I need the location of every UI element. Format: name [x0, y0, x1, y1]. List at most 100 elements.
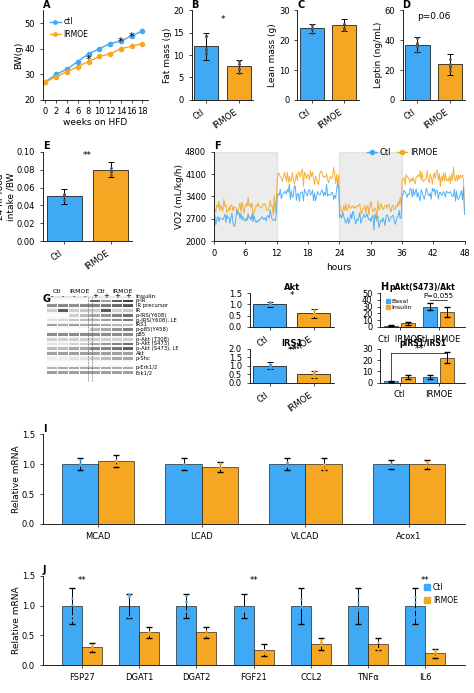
Point	[240, 602, 247, 613]
Text: +: +	[92, 293, 99, 299]
FancyBboxPatch shape	[112, 347, 122, 350]
Point	[317, 638, 325, 649]
FancyBboxPatch shape	[47, 324, 57, 326]
FancyBboxPatch shape	[123, 367, 133, 369]
Text: +: +	[103, 293, 109, 299]
FancyBboxPatch shape	[91, 314, 100, 317]
Point	[235, 63, 242, 74]
Bar	[214, 152, 276, 241]
Point	[182, 595, 190, 606]
FancyBboxPatch shape	[123, 299, 133, 302]
Point	[266, 298, 273, 309]
Point	[387, 462, 395, 473]
Point	[125, 590, 133, 601]
FancyBboxPatch shape	[80, 304, 90, 307]
Point	[310, 308, 318, 319]
Point	[354, 597, 362, 608]
FancyBboxPatch shape	[112, 352, 122, 355]
Text: -: -	[62, 293, 64, 299]
FancyBboxPatch shape	[80, 367, 90, 369]
FancyBboxPatch shape	[91, 352, 100, 355]
Bar	[401, 324, 415, 327]
FancyBboxPatch shape	[123, 357, 133, 360]
FancyBboxPatch shape	[69, 304, 79, 307]
FancyBboxPatch shape	[69, 357, 79, 360]
Bar	[384, 326, 398, 327]
FancyBboxPatch shape	[80, 342, 90, 345]
Point	[283, 457, 291, 468]
Point	[374, 643, 382, 654]
Point	[414, 40, 421, 51]
FancyBboxPatch shape	[47, 357, 57, 360]
FancyBboxPatch shape	[58, 357, 68, 360]
Point	[310, 310, 318, 321]
Point	[240, 606, 247, 617]
Y-axis label: Relative mRNA: Relative mRNA	[11, 587, 20, 654]
Text: P=0.055: P=0.055	[424, 293, 454, 299]
IRMOE	[53, 73, 59, 81]
Point	[310, 371, 318, 383]
Line: IRMOE: IRMOE	[43, 42, 145, 84]
Bar	[423, 377, 437, 383]
FancyBboxPatch shape	[69, 324, 79, 326]
ctl	[86, 50, 91, 58]
FancyBboxPatch shape	[123, 371, 133, 374]
Point	[340, 22, 348, 33]
FancyBboxPatch shape	[47, 352, 57, 355]
Point	[266, 359, 273, 370]
Point	[260, 644, 267, 656]
Point	[297, 594, 305, 605]
Title: IRS1: IRS1	[281, 339, 302, 348]
FancyBboxPatch shape	[47, 367, 57, 369]
Point	[76, 458, 84, 469]
Point	[180, 463, 187, 474]
Point	[310, 369, 318, 380]
Point	[146, 626, 153, 638]
IRMOE	[129, 42, 135, 51]
FancyBboxPatch shape	[91, 367, 100, 369]
Text: p-Akt (S473): p-Akt (S473)	[136, 342, 169, 346]
FancyBboxPatch shape	[69, 333, 79, 335]
Text: p-IRS(Y608), LE: p-IRS(Y608), LE	[136, 317, 176, 322]
Legend: Ctl, IRMOE: Ctl, IRMOE	[363, 144, 440, 160]
Point	[68, 610, 76, 621]
Text: IRS1: IRS1	[136, 322, 147, 327]
Text: p-IRS(Y608): p-IRS(Y608)	[136, 313, 167, 318]
Bar	[409, 464, 446, 524]
Point	[283, 459, 291, 471]
Point	[88, 642, 96, 653]
Point	[68, 614, 76, 625]
FancyBboxPatch shape	[91, 333, 100, 335]
FancyBboxPatch shape	[58, 371, 68, 374]
Point	[76, 459, 84, 470]
FancyBboxPatch shape	[47, 338, 57, 340]
Point	[88, 643, 96, 654]
Text: IRMOE: IRMOE	[112, 289, 133, 295]
FancyBboxPatch shape	[123, 328, 133, 331]
IRMOE	[118, 44, 124, 53]
Point	[182, 606, 190, 617]
Text: Erk1/2: Erk1/2	[136, 370, 153, 375]
Point	[297, 602, 305, 613]
X-axis label: weeks on HFD: weeks on HFD	[63, 118, 128, 127]
Point	[68, 593, 76, 604]
Point	[283, 456, 291, 467]
Text: D: D	[402, 0, 410, 10]
FancyBboxPatch shape	[101, 319, 111, 322]
Point	[446, 61, 454, 72]
ctl	[53, 70, 59, 78]
Text: **: **	[78, 576, 86, 585]
Text: *: *	[86, 55, 91, 65]
Point	[320, 464, 328, 475]
Point	[60, 191, 68, 202]
FancyBboxPatch shape	[80, 347, 90, 350]
IRMOE	[107, 50, 113, 58]
Bar	[254, 366, 286, 383]
Point	[216, 462, 224, 473]
Point	[317, 639, 325, 650]
FancyBboxPatch shape	[123, 314, 133, 317]
Text: *: *	[118, 37, 124, 47]
FancyBboxPatch shape	[123, 304, 133, 307]
Text: Ctl: Ctl	[97, 289, 105, 295]
FancyBboxPatch shape	[58, 309, 68, 312]
